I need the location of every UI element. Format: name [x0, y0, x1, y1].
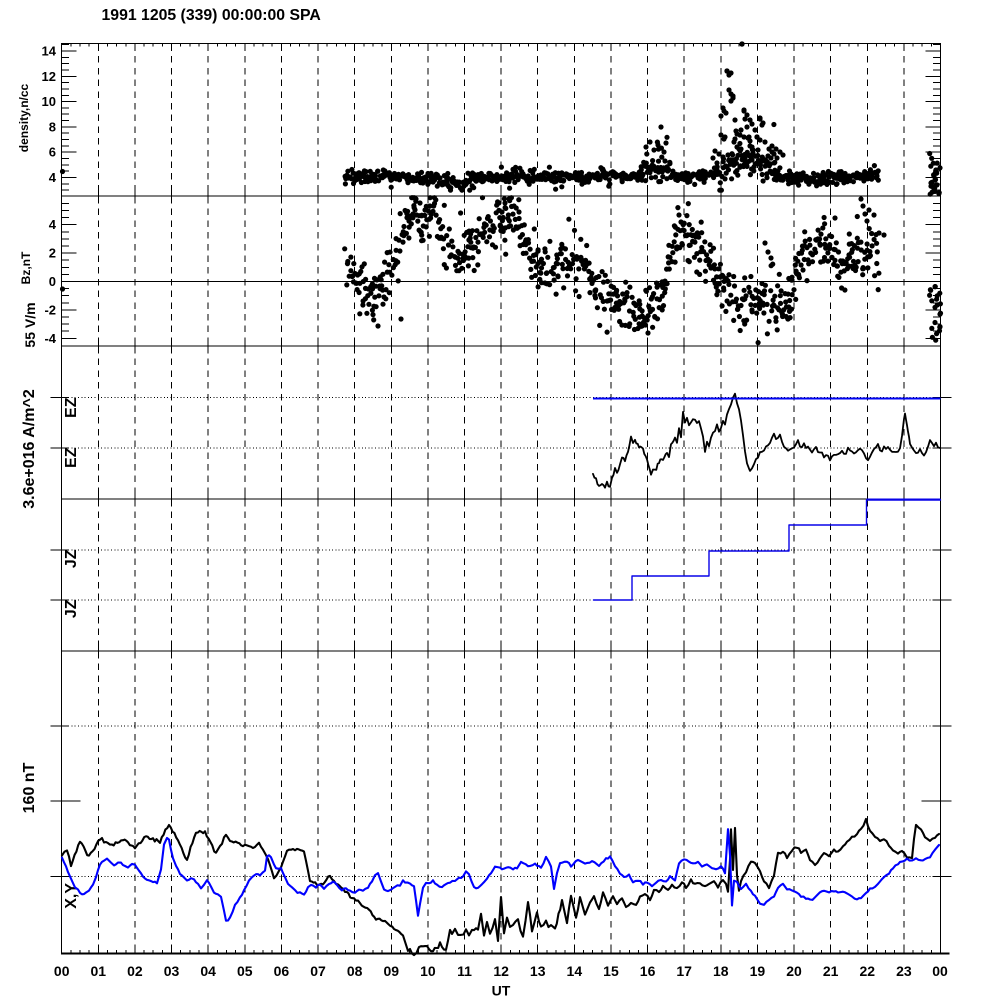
svg-text:density,n/cc: density,n/cc — [17, 83, 31, 152]
svg-text:Bz,nT: Bz,nT — [19, 251, 33, 284]
svg-text:17: 17 — [676, 963, 692, 979]
svg-text:1991 1205 (339) 00:00:00 SPA: 1991 1205 (339) 00:00:00 SPA — [102, 7, 321, 24]
svg-text:-4: -4 — [44, 331, 56, 346]
svg-text:15: 15 — [603, 963, 619, 979]
svg-text:09: 09 — [383, 963, 399, 979]
svg-text:10: 10 — [42, 94, 56, 109]
svg-text:2: 2 — [49, 246, 56, 261]
svg-text:00: 00 — [54, 963, 70, 979]
svg-text:20: 20 — [786, 963, 802, 979]
svg-text:10: 10 — [420, 963, 436, 979]
svg-text:EZ: EZ — [63, 397, 80, 418]
svg-text:21: 21 — [823, 963, 839, 979]
svg-text:-2: -2 — [44, 302, 56, 317]
svg-text:4: 4 — [49, 217, 57, 232]
svg-text:08: 08 — [347, 963, 363, 979]
svg-text:03: 03 — [164, 963, 180, 979]
svg-text:12: 12 — [42, 69, 56, 84]
svg-text:22: 22 — [859, 963, 875, 979]
svg-text:01: 01 — [91, 963, 107, 979]
svg-text:JZ: JZ — [63, 599, 80, 618]
svg-text:19: 19 — [750, 963, 766, 979]
svg-text:8: 8 — [49, 119, 56, 134]
svg-text:23: 23 — [896, 963, 912, 979]
svg-text:55 V/m: 55 V/m — [22, 302, 38, 347]
svg-text:UT: UT — [492, 983, 511, 999]
svg-text:02: 02 — [127, 963, 143, 979]
svg-text:13: 13 — [530, 963, 546, 979]
svg-text:12: 12 — [493, 963, 509, 979]
svg-text:18: 18 — [713, 963, 729, 979]
svg-text:6: 6 — [49, 145, 56, 160]
svg-text:JZ: JZ — [63, 549, 80, 568]
svg-text:00: 00 — [932, 963, 948, 979]
svg-text:160 nT: 160 nT — [21, 762, 38, 813]
svg-text:14: 14 — [42, 44, 57, 59]
svg-text:0: 0 — [49, 274, 56, 289]
svg-text:3.6e+016 A/m^2: 3.6e+016 A/m^2 — [21, 389, 38, 509]
svg-text:14: 14 — [567, 963, 583, 979]
svg-text:EZ: EZ — [63, 447, 80, 468]
svg-text:4: 4 — [49, 170, 57, 185]
svg-text:16: 16 — [640, 963, 656, 979]
svg-text:06: 06 — [274, 963, 290, 979]
svg-text:11: 11 — [457, 963, 472, 979]
svg-text:04: 04 — [200, 963, 216, 979]
svg-text:05: 05 — [237, 963, 253, 979]
svg-text:07: 07 — [310, 963, 326, 979]
svg-text:X,Y: X,Y — [63, 883, 80, 909]
